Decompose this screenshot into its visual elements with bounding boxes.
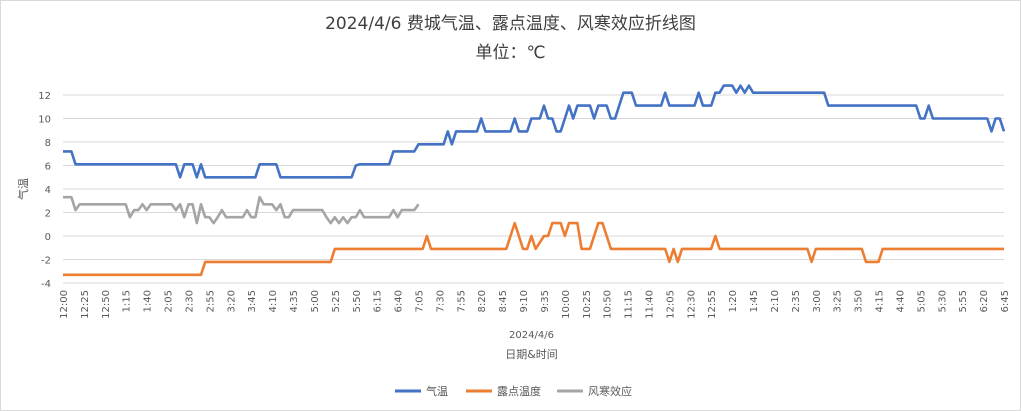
y-tick-label: 8 (45, 138, 51, 149)
x-tick-label: 7:55 (456, 290, 467, 312)
x-tick-label: 3:20 (226, 290, 237, 312)
y-tick-label: 10 (38, 115, 51, 126)
x-tick-label: 8:45 (498, 290, 509, 312)
chart-title: 2024/4/6 费城气温、露点温度、风寒效应折线图 (325, 14, 696, 34)
y-tick-label: 2 (45, 209, 51, 220)
x-tick-label: 1:45 (749, 290, 760, 312)
x-tick-label: 5:50 (352, 290, 363, 312)
x-tick-label: 11:15 (624, 290, 635, 319)
x-axis-title: 日期&时间 (505, 348, 558, 361)
x-tick-label: 3:50 (854, 290, 865, 312)
x-tick-label: 6:45 (1000, 290, 1011, 312)
legend-label: 露点温度 (497, 384, 541, 398)
legend-label: 气温 (426, 384, 448, 398)
y-tick-label: -2 (41, 256, 51, 267)
x-tick-label: 9:10 (519, 290, 530, 312)
y-axis-title: 气温 (16, 178, 30, 200)
x-tick-label: 6:15 (373, 290, 384, 312)
x-tick-label: 5:00 (310, 290, 321, 312)
x-tick-label: 7:30 (435, 290, 446, 312)
x-tick-label: 9:35 (540, 290, 551, 312)
series-line-0 (63, 84, 1006, 179)
y-tick-label: 4 (45, 185, 51, 196)
x-tick-label: 1:40 (143, 290, 154, 312)
x-tick-label: 4:15 (875, 290, 886, 312)
x-tick-label: 3:00 (812, 290, 823, 312)
x-tick-label: 2:55 (205, 290, 216, 312)
x-tick-label: 10:50 (603, 290, 614, 319)
x-tick-label: 2:10 (770, 290, 781, 312)
x-tick-label: 1:15 (122, 290, 133, 312)
y-tick-label: 0 (45, 232, 51, 243)
y-tick-label: 6 (45, 162, 51, 173)
legend: 气温 露点温度 风寒效应 (395, 384, 632, 398)
x-tick-label: 12:55 (707, 290, 718, 319)
x-tick-label: 12:25 (80, 290, 91, 319)
x-tick-label: 11:40 (645, 290, 656, 319)
x-tick-label: 4:35 (289, 290, 300, 312)
x-date-label: 2024/4/6 (509, 330, 554, 341)
x-tick-label: 3:45 (247, 290, 258, 312)
legend-label: 风寒效应 (588, 384, 632, 398)
x-tick-label: 12:00 (59, 290, 70, 319)
chart-subtitle: 单位：℃ (475, 43, 546, 63)
x-tick-label: 2:35 (791, 290, 802, 312)
x-tick-label: 2:30 (184, 290, 195, 312)
x-tick-label: 2:05 (164, 290, 175, 312)
x-tick-label: 6:20 (979, 290, 990, 312)
series-line-1 (63, 221, 1004, 277)
x-tick-label: 10:00 (561, 290, 572, 319)
y-tick-label: -4 (41, 279, 51, 290)
x-tick-label: 3:25 (833, 290, 844, 312)
x-tick-label: 5:30 (937, 290, 948, 312)
x-tick-label: 4:40 (895, 290, 906, 312)
series-line-2 (63, 195, 420, 225)
x-tick-label: 5:25 (331, 290, 342, 312)
x-tick-label: 1:20 (728, 290, 739, 312)
x-tick-label: 8:20 (477, 290, 488, 312)
x-tick-label: 12:05 (665, 290, 676, 319)
x-tick-label: 6:40 (394, 290, 405, 312)
x-tick-label: 12:50 (101, 290, 112, 319)
x-tick-label: 7:05 (414, 290, 425, 312)
y-tick-label: 12 (38, 91, 51, 102)
x-tick-label: 5:55 (958, 290, 969, 312)
x-tick-label: 4:10 (268, 290, 279, 312)
x-tick-label: 5:05 (916, 290, 927, 312)
x-tick-label: 12:30 (686, 290, 697, 319)
x-tick-label: 10:25 (582, 290, 593, 319)
